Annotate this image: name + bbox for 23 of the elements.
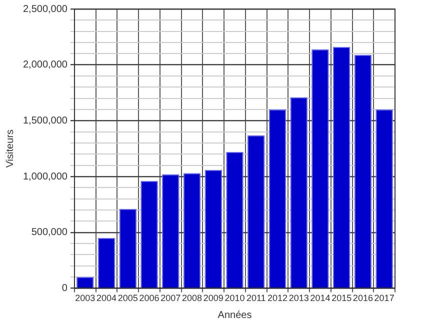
x-tick-label: 2004 [96, 293, 117, 304]
x-axis-title: Années [218, 310, 252, 321]
x-tick-label: 2007 [160, 293, 181, 304]
y-tick-label: 1,000,000 [22, 171, 68, 182]
y-axis-title: Visiteurs [4, 130, 16, 168]
x-tick-label: 2006 [139, 293, 160, 304]
y-tick-label: 1,500,000 [22, 115, 68, 126]
x-tick-label: 2010 [224, 293, 245, 304]
y-tick-label: 0 [62, 282, 68, 294]
x-tick-label: 2016 [352, 293, 373, 304]
x-tick-label: 2011 [246, 293, 266, 304]
x-tick-label: 2008 [182, 293, 202, 304]
x-tick-label: 2013 [288, 293, 309, 304]
y-tick-label: 2,500,000 [22, 4, 68, 15]
x-tick-label: 2015 [332, 293, 352, 304]
x-tick-label: 2014 [310, 293, 330, 304]
x-tick-label: 2005 [118, 293, 138, 304]
x-tick-label: 2009 [203, 293, 224, 304]
x-tick-label: 2003 [75, 293, 96, 304]
y-tick-label: 2,000,000 [22, 60, 68, 71]
x-tick-label: 2017 [374, 293, 394, 304]
y-tick-label: 500,000 [31, 227, 68, 238]
x-tick-label: 2012 [267, 293, 288, 304]
